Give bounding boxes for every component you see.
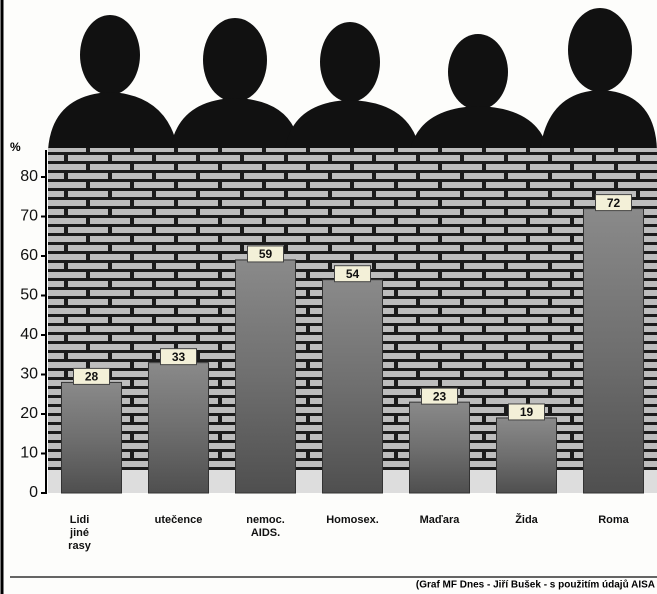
y-tick-label: 10 — [20, 445, 38, 462]
value-label-box — [334, 265, 371, 283]
y-tick-label: 70 — [20, 208, 38, 225]
bar — [61, 381, 122, 494]
x-tick-label: nemoc. AIDS. — [246, 514, 285, 539]
y-tick-label: 20 — [20, 405, 38, 422]
bar — [583, 208, 644, 494]
bar — [496, 417, 557, 494]
y-tick-label: 80 — [20, 168, 38, 185]
value-label: 54 — [346, 267, 360, 281]
value-label-box — [247, 245, 284, 263]
y-axis-label: % — [10, 140, 21, 154]
y-tick-label: 0 — [29, 484, 38, 501]
value-label-box — [508, 403, 545, 421]
x-tick-label: Lidi jiné rasy — [68, 514, 91, 552]
x-tick-label: utečence — [154, 514, 203, 526]
value-label: 28 — [85, 370, 99, 384]
bar — [235, 259, 296, 494]
y-tick-label: 40 — [20, 326, 38, 343]
y-tick-label: 30 — [20, 366, 38, 383]
value-label: 59 — [259, 247, 273, 261]
bar — [148, 362, 209, 494]
source: (Graf MF Dnes - Jiří Bušek - s použitím … — [416, 579, 655, 591]
value-label: 19 — [520, 405, 534, 419]
value-label-box — [595, 194, 632, 212]
value-label: 33 — [172, 350, 186, 364]
x-tick-label: Roma — [598, 514, 629, 526]
value-label-box — [160, 348, 197, 366]
value-label: 23 — [433, 389, 447, 403]
x-tick-label: Žida — [515, 514, 538, 526]
value-label: 72 — [607, 196, 621, 210]
x-tick-label: Maďara — [419, 514, 460, 526]
y-tick-label: 50 — [20, 287, 38, 304]
bar — [409, 401, 470, 494]
bar — [322, 279, 383, 494]
value-label-box — [421, 387, 458, 405]
value-label-box — [73, 367, 110, 385]
silhouettes — [48, 8, 657, 150]
y-tick-label: 60 — [20, 247, 38, 264]
x-tick-label: Homosex. — [326, 514, 379, 526]
